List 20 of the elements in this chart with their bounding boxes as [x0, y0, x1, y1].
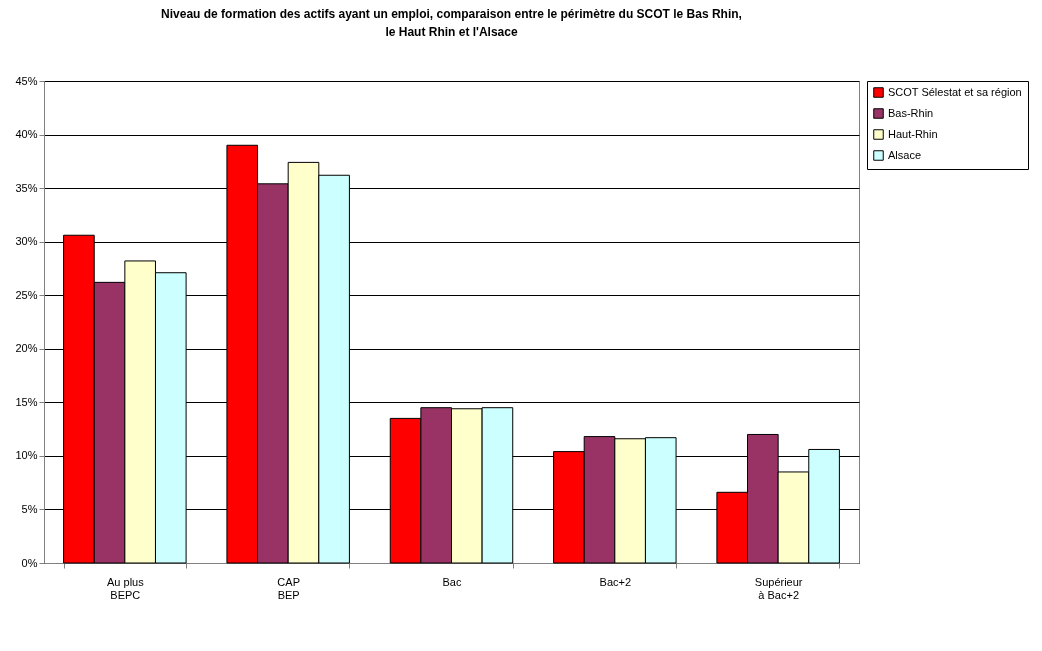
- x-tick-label: Bac: [442, 575, 462, 588]
- y-tick-label: 5%: [21, 502, 38, 515]
- x-tick-label: Bac+2: [599, 575, 632, 588]
- y-tick-label: 15%: [15, 395, 38, 408]
- chart-title: Niveau de formation des actifs ayant un emploi, comparaison entre le périmètre du SCOT le Bas Rhin, le Haut Rhin et l'Alsace: [161, 7, 742, 39]
- x-tick-label: CAP BEP: [277, 575, 300, 601]
- y-tick-label: 40%: [15, 128, 38, 141]
- x-tick-label: Au plus BEPC: [107, 575, 145, 601]
- y-tick-label: 30%: [15, 235, 38, 248]
- x-tick-label: Supérieur à Bac+2: [754, 575, 803, 601]
- y-tick-label: 20%: [15, 342, 38, 355]
- legend-label: Haut-Rhin: [888, 127, 938, 140]
- y-tick-label: 10%: [15, 449, 38, 462]
- legend-label: Bas-Rhin: [888, 106, 934, 119]
- y-tick-label: 25%: [15, 288, 38, 301]
- y-tick-label: 0%: [21, 556, 38, 569]
- y-tick-label: 45%: [15, 74, 38, 87]
- legend-label: Alsace: [888, 148, 922, 161]
- y-tick-label: 35%: [15, 181, 38, 194]
- legend-label: SCOT Sélestat et sa région: [888, 85, 1022, 98]
